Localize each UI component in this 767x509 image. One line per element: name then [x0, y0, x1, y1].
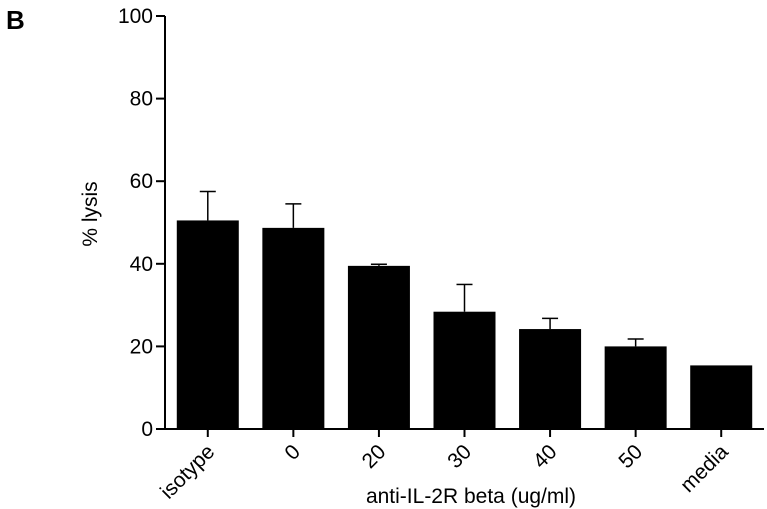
y-tick-label: 100 — [118, 5, 153, 28]
x-tick-label: 20 — [358, 440, 391, 473]
x-tick-label: 30 — [443, 440, 476, 473]
y-tick-label: 80 — [130, 88, 153, 111]
x-tick-label: 50 — [614, 440, 647, 473]
panel-label: B — [6, 5, 25, 35]
x-tick-label: media — [676, 440, 733, 497]
error-bars-group — [199, 190, 644, 347]
y-tick-label: 40 — [130, 253, 153, 276]
bar-40 — [519, 329, 582, 429]
bar-media — [690, 365, 753, 429]
y-tick-label: 20 — [130, 335, 153, 358]
bar-20 — [347, 265, 410, 429]
bar-0 — [262, 227, 325, 429]
y-tick-label: 60 — [130, 170, 153, 193]
bars-group — [176, 220, 753, 429]
y-axis-title: % lysis — [79, 181, 102, 246]
bar-50 — [604, 346, 667, 429]
x-tick-label: 40 — [529, 440, 562, 473]
y-ticks-group: 0 20 40 60 80 100 — [118, 5, 165, 441]
bar-30 — [433, 311, 496, 429]
x-tick-label: 0 — [280, 440, 305, 465]
y-tick-label: 0 — [141, 418, 153, 441]
x-axis-title: anti-IL-2R beta (ug/ml) — [366, 485, 576, 508]
x-tick-label: isotype — [156, 440, 219, 503]
bar-isotype — [176, 220, 239, 429]
